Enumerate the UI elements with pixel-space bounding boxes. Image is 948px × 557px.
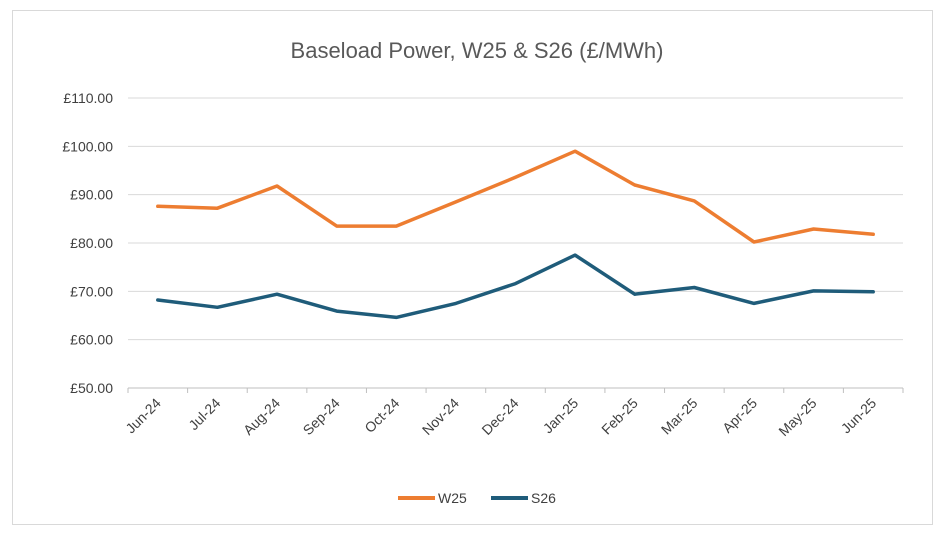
chart-title: Baseload Power, W25 & S26 (£/MWh) (291, 38, 664, 63)
x-axis-ticks: Jun-24 Jul-24 Aug-24 Sep-24 Oct-24 Nov-24 Dec-… (122, 388, 904, 439)
y-tick-label: £80.00 (70, 235, 113, 251)
chart-frame (12, 10, 933, 525)
legend-label-s26: S26 (531, 490, 556, 506)
x-tick-label: Apr-25 (719, 395, 760, 436)
x-tick-label: Jul-24 (185, 395, 223, 433)
y-tick-label: £90.00 (70, 187, 113, 203)
x-tick-label: Aug-24 (240, 395, 283, 438)
series-line-w25 (156, 149, 875, 244)
y-tick-label: £60.00 (70, 332, 113, 348)
x-tick-label: Oct-24 (361, 395, 402, 436)
x-tick-label: Dec-24 (478, 395, 521, 438)
legend: W25 S26 (398, 490, 556, 506)
x-tick-label: Jun-25 (838, 395, 880, 437)
x-tick-label: Sep-24 (300, 395, 343, 438)
x-tick-label: Mar-25 (658, 395, 701, 438)
gridlines (128, 97, 903, 341)
y-axis-ticks: £50.00 £60.00 £70.00 £80.00 £90.00 £100.00 £11… (62, 90, 113, 396)
series-line-s26 (156, 253, 875, 320)
y-tick-label: £50.00 (70, 380, 113, 396)
series-lines (156, 149, 875, 320)
x-tick-label: Nov-24 (419, 395, 462, 438)
y-tick-label: £100.00 (62, 138, 113, 154)
legend-label-w25: W25 (438, 490, 467, 506)
y-tick-label: £70.00 (70, 283, 113, 299)
x-tick-label: May-25 (775, 395, 819, 439)
y-tick-label: £110.00 (63, 90, 113, 106)
x-tick-label: Jan-25 (540, 395, 582, 437)
x-tick-label: Jun-24 (122, 395, 164, 437)
x-tick-label: Feb-25 (598, 395, 641, 438)
